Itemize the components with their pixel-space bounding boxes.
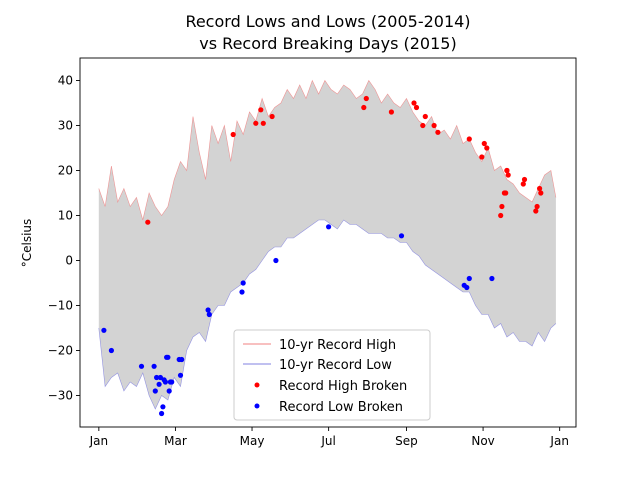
record-high-broken-point xyxy=(466,136,472,142)
record-high-broken-point xyxy=(484,145,490,151)
record-high-broken-point xyxy=(521,176,528,183)
record-low-broken-point xyxy=(489,275,495,282)
record-low-broken-point xyxy=(138,363,145,369)
y-tick-label: 0 xyxy=(65,254,73,268)
x-tick-label: Jan xyxy=(549,434,569,448)
legend-label-low-broken: Record Low Broken xyxy=(279,400,403,415)
x-tick-label: Mar xyxy=(164,434,187,448)
fill-layer xyxy=(98,80,556,409)
chart-subtitle: vs Record Breaking Days (2015) xyxy=(199,34,456,53)
record-high-broken-point xyxy=(420,122,426,129)
record-high-broken-point xyxy=(481,140,487,147)
record-low-broken-point xyxy=(108,347,114,354)
y-axis-ticks: −30 −20 −10 0 10 20 30 40 xyxy=(48,74,80,403)
record-high-broken-point xyxy=(411,100,417,106)
record-high-line xyxy=(98,79,557,221)
x-axis-ticks: Jan Mar May Jul Sep Nov Jan xyxy=(89,427,569,448)
record-high-broken-point xyxy=(498,212,504,219)
record-high-broken-point xyxy=(537,185,543,192)
x-tick-label: Jan xyxy=(89,434,109,448)
record-high-broken-point xyxy=(269,113,275,120)
record-low-broken-point xyxy=(177,372,184,378)
legend-box xyxy=(233,329,431,421)
record-low-broken-point xyxy=(466,275,472,282)
y-tick-label: 30 xyxy=(58,119,73,133)
record-high-broken-point xyxy=(413,104,420,111)
record-high-broken-point xyxy=(422,113,428,120)
record-high-broken-point xyxy=(435,129,441,135)
record-high-broken-point xyxy=(145,219,151,225)
y-tick-label: 20 xyxy=(58,164,73,178)
record-high-broken-point xyxy=(363,95,369,102)
record-high-broken-point xyxy=(499,203,505,210)
legend-label-high-broken: Record High Broken xyxy=(279,379,407,394)
record-low-broken-point xyxy=(239,289,245,295)
x-tick-label: Nov xyxy=(471,434,494,448)
record-low-broken-point xyxy=(240,280,246,286)
record-low-broken-point xyxy=(169,379,175,385)
record-low-broken-point xyxy=(206,311,212,318)
y-tick-label: 10 xyxy=(58,209,73,223)
record-low-broken-point xyxy=(152,388,158,394)
record-high-broken-point xyxy=(520,181,526,187)
legend-marker-high-broken xyxy=(254,382,260,388)
record-low-broken-point xyxy=(154,374,160,381)
record-high-broken-point xyxy=(538,190,544,196)
range-fill-band xyxy=(98,80,556,409)
plot-area-frame xyxy=(79,57,577,428)
record-low-broken-point xyxy=(157,374,163,381)
record-low-broken-point xyxy=(159,410,165,417)
record-high-broken-point xyxy=(388,109,394,115)
record-high-broken-point xyxy=(533,208,539,214)
record-low-broken-point xyxy=(273,257,279,264)
record-low-broken-point xyxy=(179,356,185,363)
record-low-broken-point xyxy=(101,327,107,333)
y-tick-label: −30 xyxy=(48,389,73,403)
y-tick-label: 40 xyxy=(58,74,73,88)
record-low-broken-point xyxy=(398,233,405,239)
record-high-broken-point xyxy=(258,107,264,113)
record-low-broken-point xyxy=(165,354,171,360)
record-high-broken-point xyxy=(504,167,510,174)
y-tick-label: −20 xyxy=(48,344,73,358)
legend-marker-low-broken xyxy=(254,403,260,409)
lines-layer xyxy=(98,79,557,410)
record-high-broken-point xyxy=(361,104,367,111)
record-low-broken-point xyxy=(166,388,172,394)
record-low-broken-point xyxy=(151,363,157,369)
record-high-broken-point xyxy=(260,120,266,126)
x-tick-label: Sep xyxy=(395,434,418,448)
x-tick-label: Jul xyxy=(320,434,335,448)
record-high-broken-point xyxy=(230,131,236,138)
record-high-broken-point xyxy=(479,154,485,160)
record-low-broken-point xyxy=(156,381,162,387)
legend-label-record-low: 10-yr Record Low xyxy=(279,358,392,373)
record-low-broken-point xyxy=(326,224,332,230)
record-low-line xyxy=(98,219,557,410)
x-tick-label: May xyxy=(240,434,265,448)
y-axis-label: °Celsius xyxy=(20,219,34,268)
record-low-broken-point xyxy=(205,307,211,313)
legend-label-record-high: 10-yr Record High xyxy=(279,338,396,353)
record-low-broken-point xyxy=(464,284,470,291)
record-high-broken-point xyxy=(505,172,511,178)
record-low-broken-point xyxy=(160,404,166,410)
chart-title: Record Lows and Lows (2005-2014) xyxy=(185,12,470,31)
legend: 10-yr Record High 10-yr Record Low Recor… xyxy=(233,329,431,421)
record-low-broken-point xyxy=(162,379,168,385)
points-layer xyxy=(101,95,544,417)
y-tick-label: −10 xyxy=(48,299,73,313)
record-high-broken-point xyxy=(253,120,259,126)
record-high-broken-point xyxy=(431,122,437,129)
record-high-broken-point xyxy=(503,190,509,196)
record-high-broken-point xyxy=(534,203,540,210)
